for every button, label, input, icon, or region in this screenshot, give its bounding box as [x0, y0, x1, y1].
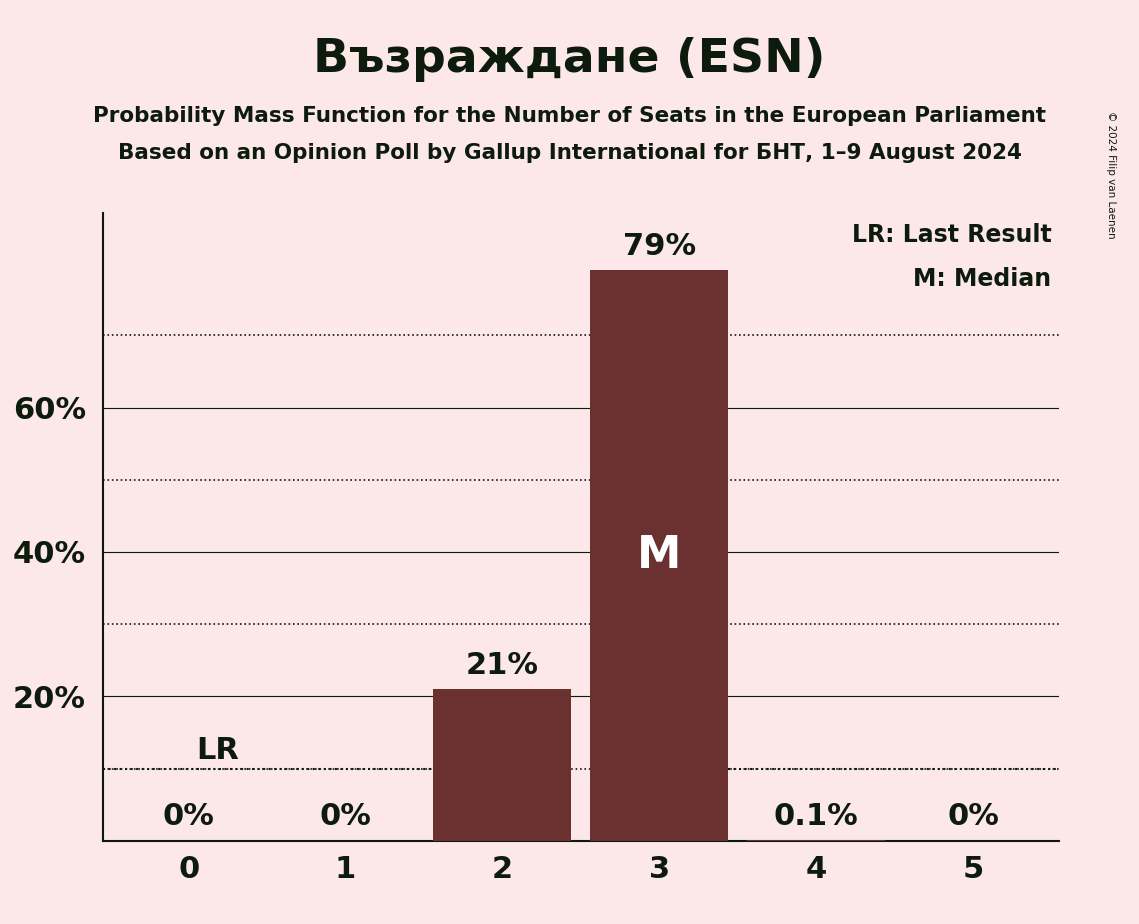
Text: 0.1%: 0.1%: [773, 802, 859, 832]
Text: Probability Mass Function for the Number of Seats in the European Parliament: Probability Mass Function for the Number…: [93, 106, 1046, 127]
Text: 0%: 0%: [320, 802, 371, 832]
Text: M: M: [637, 534, 681, 578]
Text: M: Median: M: Median: [913, 267, 1051, 291]
Text: 0%: 0%: [947, 802, 999, 832]
Bar: [434, 689, 572, 841]
Text: LR: LR: [197, 736, 239, 765]
Text: © 2024 Filip van Laenen: © 2024 Filip van Laenen: [1106, 111, 1115, 238]
Text: 21%: 21%: [466, 650, 539, 680]
Text: 0%: 0%: [163, 802, 215, 832]
Text: 79%: 79%: [623, 232, 696, 261]
Bar: [590, 271, 728, 841]
Text: LR: Last Result: LR: Last Result: [852, 224, 1051, 248]
Text: Възраждане (ESN): Възраждане (ESN): [313, 37, 826, 82]
Text: Based on an Opinion Poll by Gallup International for БНТ, 1–9 August 2024: Based on an Opinion Poll by Gallup Inter…: [117, 143, 1022, 164]
